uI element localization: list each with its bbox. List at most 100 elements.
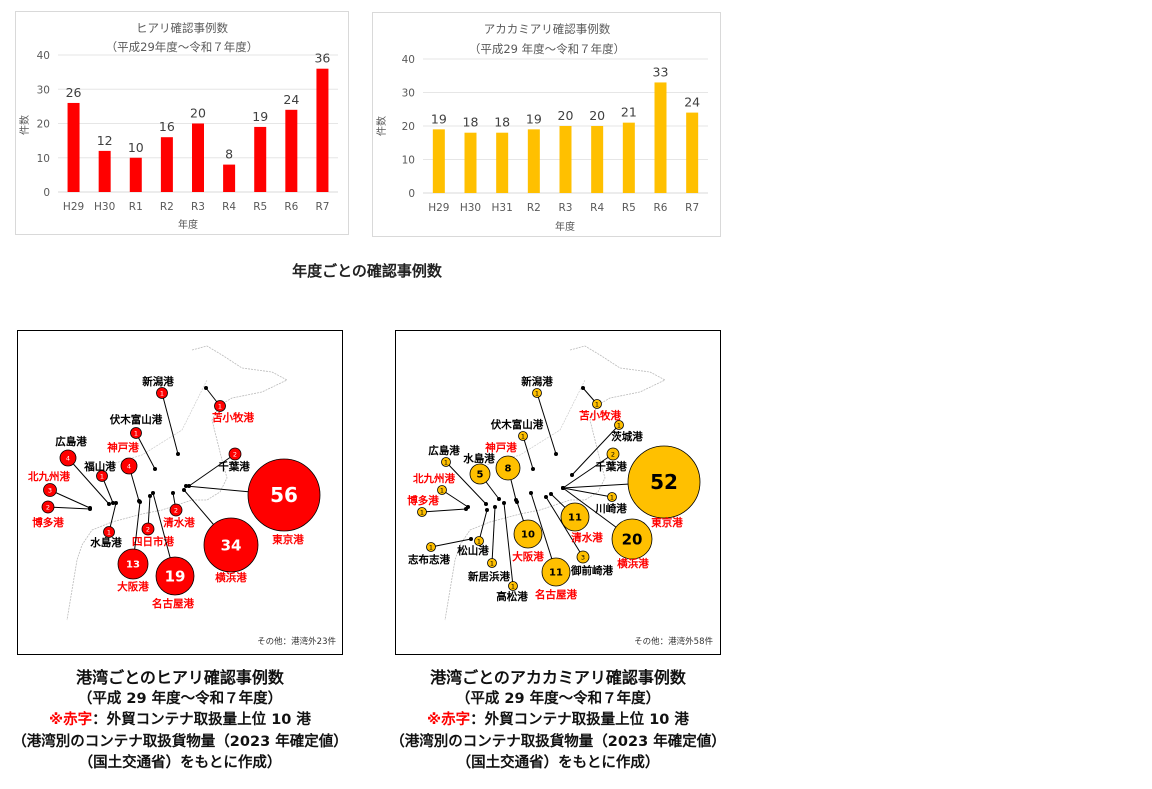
x-tick-label: R2 — [527, 202, 541, 214]
akakami-chart-svg: アカカミアリ確認事例数 （平成29 年度～令和７年度） 件数 年度 0 10 20 3… — [375, 22, 708, 233]
port-location-dot — [107, 502, 111, 506]
leader-line — [49, 489, 91, 509]
red-imported-fire-ant-bar-chart: アカカミアリ確認事例数 （平成29 年度～令和７年度） 件数 年度 0 10 20 3… — [372, 12, 721, 237]
port-name-label: 千葉港 — [595, 460, 627, 473]
data-label: 33 — [653, 64, 669, 79]
leader-line — [421, 508, 467, 513]
x-tick-label: R6 — [284, 201, 298, 213]
akakami-map-svg: 1新潟港1苫小牧港1茨城港1伏木富山港1広島港5水島港8神戸港1北九州港1博多港… — [407, 345, 713, 647]
port-marker: 1 伏木富山港 — [110, 413, 163, 471]
bar-R1 — [129, 157, 142, 192]
data-label: 12 — [97, 133, 113, 148]
port-name-label: 北九州港 — [413, 472, 455, 485]
count-label: 1 — [610, 493, 614, 501]
y-tick-label: 20 — [402, 121, 415, 133]
bar-R3 — [559, 126, 572, 193]
count-label: 1 — [420, 508, 424, 516]
count-label: 1 — [521, 432, 525, 440]
port-marker: 3 御前崎港 — [544, 495, 613, 577]
data-label: 19 — [431, 111, 447, 126]
count-label: 1 — [477, 537, 481, 545]
port-marker: 19 名古屋港 — [151, 491, 194, 610]
bar-R6 — [285, 109, 298, 192]
section-title: 年度ごとの確認事例数 — [292, 262, 442, 280]
port-marker: 3 北九州港 — [28, 470, 92, 510]
count-label: 1 — [107, 528, 111, 536]
other-note: その他：港湾外23件 — [257, 636, 336, 647]
count-bubble — [103, 526, 115, 538]
leader-line — [478, 509, 488, 542]
port-location-dot — [184, 484, 188, 488]
count-bubble — [611, 518, 653, 560]
port-location-dot — [171, 491, 175, 495]
port-location-dot — [549, 492, 553, 496]
port-location-dot — [484, 502, 488, 506]
y-tick-label: 30 — [402, 88, 415, 100]
port-name-label: 清水港 — [571, 531, 603, 544]
count-label: 1 — [100, 472, 104, 480]
bar-H31 — [496, 132, 509, 193]
x-tick-label: R6 — [654, 202, 668, 214]
port-location-dot — [515, 500, 519, 504]
bar-H29 — [67, 102, 80, 192]
port-name-label: 神戸港 — [107, 441, 139, 454]
port-name-label: 神戸港 — [485, 441, 517, 454]
port-marker: 11 清水港 — [549, 492, 603, 544]
x-tick-label: H31 — [492, 202, 513, 214]
count-label: 52 — [650, 470, 678, 494]
count-label: 2 — [233, 450, 237, 458]
port-location-dot — [114, 501, 118, 505]
data-label: 36 — [314, 51, 330, 66]
x-tick-label: R5 — [253, 201, 267, 213]
port-name-label: 新潟港 — [521, 375, 553, 388]
data-label: 16 — [159, 119, 175, 134]
x-tick-label: R4 — [222, 201, 236, 213]
fire-ant-bar-chart: ヒアリ確認事例数 （平成29年度～令和７年度） 件数 年度 0 10 20 30 40 2… — [15, 11, 349, 235]
leader-line — [536, 392, 557, 455]
count-label: 10 — [521, 530, 535, 541]
bar-R2 — [527, 129, 540, 193]
port-name-label: 大阪港 — [117, 580, 149, 593]
leader-line — [135, 432, 156, 470]
port-name-label: 御前崎港 — [570, 564, 613, 577]
port-name-label: 福山港 — [83, 460, 116, 473]
count-bubble — [214, 400, 226, 412]
count-label: 1 — [429, 543, 433, 551]
caption-title: 港湾ごとのヒアリ確認事例数 — [76, 668, 284, 687]
count-label: 1 — [444, 458, 448, 466]
port-location-dot — [138, 500, 142, 504]
x-tick-label: H29 — [428, 202, 449, 214]
data-label: 18 — [463, 115, 479, 130]
note-text: ：外貿コンテナ取扱量上位 10 港 — [470, 712, 689, 728]
port-name-label: 博多港 — [32, 516, 64, 529]
count-bubble — [560, 502, 590, 532]
port-name-label: 伏木富山港 — [491, 418, 544, 431]
port-name-label: 横浜港 — [215, 571, 247, 584]
y-tick-label: 10 — [402, 155, 415, 167]
y-tick-label: 0 — [43, 187, 50, 199]
leader-line — [491, 506, 496, 564]
caption-note: ※赤字：外貿コンテナ取扱量上位 10 港 — [0, 710, 360, 732]
data-label: 24 — [684, 95, 700, 110]
bar-H30 — [98, 150, 111, 192]
leader-line — [522, 435, 534, 470]
count-bubble — [487, 558, 497, 568]
count-label: 3 — [48, 486, 52, 494]
port-location-dot — [570, 473, 574, 477]
port-location-dot — [529, 491, 533, 495]
port-location-dot — [204, 386, 208, 390]
port-location-dot — [469, 537, 473, 541]
port-marker: 5 水島港 — [462, 452, 501, 501]
x-tick-label: R7 — [315, 201, 329, 213]
data-label: 20 — [190, 106, 206, 121]
data-label: 19 — [526, 111, 542, 126]
port-marker: 8 神戸港 — [485, 441, 521, 502]
count-bubble — [592, 399, 602, 409]
port-name-label: 北九州港 — [28, 470, 70, 483]
port-name-label: 横浜港 — [617, 557, 649, 570]
y-tick-label: 10 — [37, 153, 50, 165]
